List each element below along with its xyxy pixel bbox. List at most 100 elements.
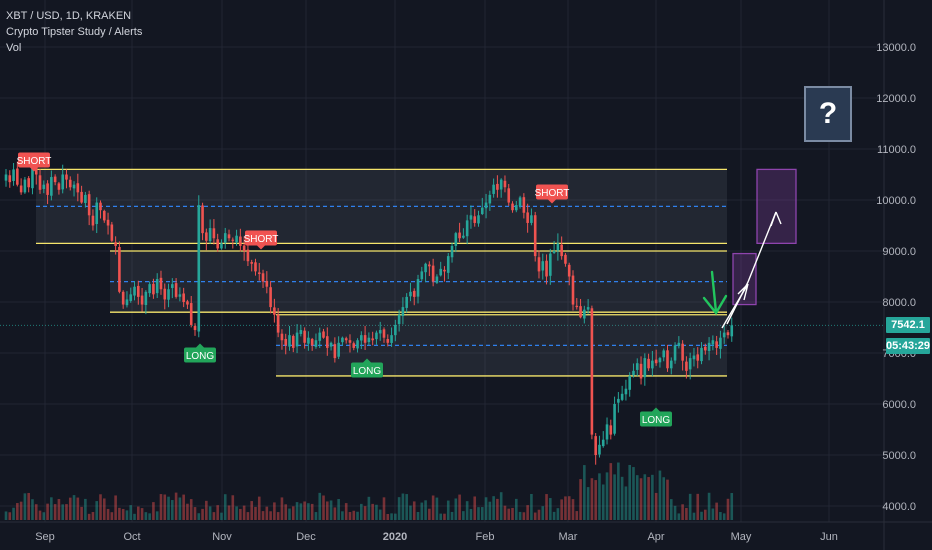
volume-bar (4, 511, 8, 520)
candle-body (473, 216, 477, 223)
chart-legend: XBT / USD, 1D, KRAKEN Crypto Tipster Stu… (6, 8, 142, 56)
candle-body (549, 253, 552, 276)
y-tick-label: 13000.0 (876, 42, 916, 54)
signal-label-text: SHORT (17, 156, 52, 167)
x-tick-label: Jun (820, 531, 838, 543)
signal-label-text: LONG (642, 415, 671, 426)
volume-bar (110, 512, 114, 520)
signal-pointer (652, 407, 660, 412)
green-arrow-icon (702, 270, 728, 316)
candle-body (254, 262, 257, 272)
volume-bar (632, 467, 635, 520)
volume-bar (87, 513, 91, 520)
candle-body (250, 262, 253, 264)
candle-body (477, 215, 480, 224)
candle-body (450, 245, 454, 258)
volume-bar (205, 500, 208, 520)
candle-body (295, 332, 299, 347)
volume-bar (511, 507, 514, 520)
volume-title[interactable]: Vol (6, 42, 22, 54)
candle-body (27, 178, 30, 188)
symbol-title[interactable]: XBT / USD, 1D, KRAKEN (6, 10, 132, 22)
candle-body (291, 335, 295, 348)
candle-body (57, 183, 61, 190)
volume-bar (704, 509, 707, 520)
volume-bar (129, 505, 133, 520)
candle-body (360, 335, 363, 341)
candle-body (662, 350, 666, 358)
volume-bar (148, 513, 151, 520)
candle-body (288, 335, 291, 347)
volume-bar (163, 494, 167, 520)
volume-bar (443, 513, 446, 520)
price-axis: 4000.05000.06000.07000.08000.09000.01000… (876, 0, 916, 550)
candle-body (129, 294, 133, 301)
candle-body (378, 330, 382, 334)
candle-body (84, 194, 87, 203)
volume-bar (337, 499, 340, 520)
candle-body (23, 179, 27, 193)
candle-body (205, 232, 208, 241)
volume-bar (439, 513, 442, 520)
candle-body (280, 333, 284, 341)
x-tick-label: Mar (559, 531, 578, 543)
volume-bar (617, 462, 620, 520)
volume-bar (711, 508, 715, 520)
candle-body (348, 340, 352, 343)
volume-bar (84, 498, 87, 520)
volume-bar (722, 513, 726, 520)
candle-body (91, 215, 95, 226)
volume-bar (171, 500, 174, 520)
volume-bar (386, 513, 390, 520)
candle-body (212, 228, 216, 239)
volume-bar (658, 470, 662, 520)
candle-body (707, 342, 711, 351)
volume-bar (480, 507, 484, 520)
candle-body (594, 436, 597, 455)
x-tick-label: Sep (35, 531, 55, 543)
volume-bar (16, 503, 19, 520)
volume-bar (133, 513, 136, 520)
candle-body (50, 177, 53, 196)
volume-bar (484, 497, 488, 520)
candle-body (465, 220, 469, 237)
volume-bar (662, 477, 666, 520)
volume-bar (492, 496, 495, 520)
candle-body (106, 219, 110, 226)
study-title[interactable]: Crypto Tipster Study / Alerts (6, 26, 143, 38)
volume-bar (552, 511, 556, 520)
volume-bar (469, 508, 473, 520)
volume-bar (307, 503, 310, 520)
signal-pointer (363, 358, 371, 363)
volume-bar (522, 512, 526, 520)
candle-body (38, 175, 42, 190)
volume-bar (167, 496, 170, 520)
volume-bar (42, 512, 46, 520)
volume-bar (628, 464, 631, 520)
candle-body (443, 269, 446, 272)
volume-bar (613, 474, 616, 520)
x-tick-label: Dec (296, 531, 316, 543)
candle-body (269, 287, 272, 308)
candle-body (167, 289, 170, 300)
volume-bar (446, 500, 450, 520)
x-tick-label: Apr (647, 531, 664, 543)
volume-bar (12, 507, 15, 520)
volume-bar (193, 507, 197, 520)
volume-bar (586, 487, 590, 520)
candle-body (541, 261, 545, 271)
volume-bar (692, 512, 696, 520)
last-price-tag: 7542.1 (886, 317, 930, 333)
candle-body (428, 264, 431, 267)
candle-body (730, 325, 734, 337)
volume-bar (583, 465, 586, 520)
candle-body (397, 314, 401, 325)
volume-bar (526, 505, 529, 520)
volume-bar (643, 474, 647, 520)
volume-bar (19, 501, 23, 520)
volume-bar (620, 476, 624, 520)
candle-body (533, 215, 537, 257)
volume-bar (518, 511, 522, 520)
x-tick-label: Nov (212, 531, 232, 543)
